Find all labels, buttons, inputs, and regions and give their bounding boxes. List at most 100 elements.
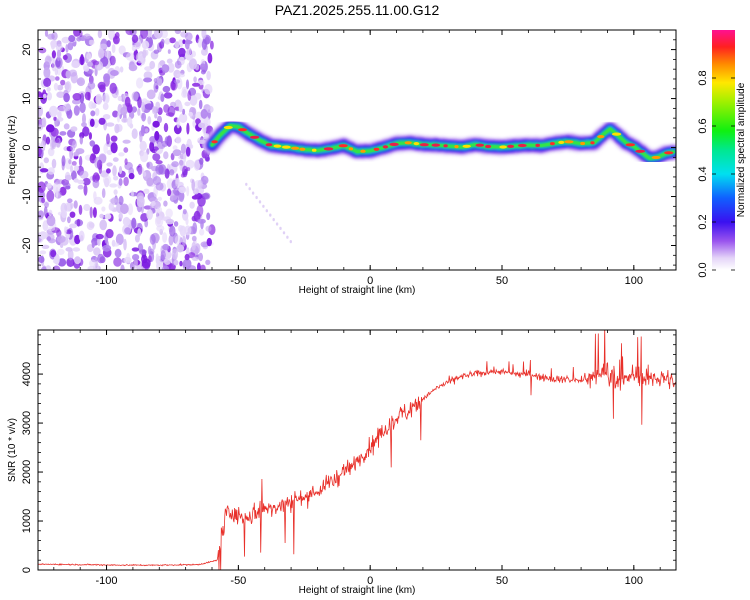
noise-speck (192, 188, 199, 195)
noise-speck (164, 38, 171, 45)
noise-speck (156, 225, 165, 232)
track-hotspot (462, 144, 471, 148)
noise-speck (146, 177, 154, 187)
noise-speck (189, 144, 194, 149)
noise-speckle-layer (38, 30, 292, 270)
noise-speck (60, 79, 66, 86)
track-hotspot (211, 140, 218, 144)
noise-speck (106, 122, 115, 127)
noise-speck (67, 42, 74, 51)
noise-speck (89, 140, 96, 147)
noise-speck (54, 56, 63, 69)
noise-speck (182, 165, 188, 176)
snr-y-label: SNR (10 * v/v) (7, 418, 18, 482)
noise-speck (165, 112, 175, 117)
noise-speck (88, 132, 92, 140)
noise-speck (67, 216, 71, 224)
noise-speck (109, 55, 116, 66)
noise-speck (46, 190, 55, 203)
noise-speck (191, 241, 196, 251)
noise-speck (155, 182, 164, 191)
noise-speck (98, 48, 105, 59)
snr-y-ticks: 0 1000 2000 3000 4000 (21, 334, 676, 573)
noise-speck (87, 61, 93, 67)
noise-speck (162, 232, 168, 243)
noise-speck (98, 117, 106, 125)
noise-speck (188, 111, 193, 117)
noise-speck (83, 65, 90, 72)
noise-speck (124, 96, 131, 108)
noise-speck (56, 91, 65, 98)
noise-speck (59, 131, 67, 136)
noise-speck (38, 145, 42, 157)
noise-speck (125, 30, 134, 36)
noise-speck (63, 123, 70, 130)
noise-speck (207, 52, 213, 64)
noise-speck (182, 209, 187, 215)
noise-speck (86, 221, 95, 231)
x-tick-label: 100 (625, 575, 643, 587)
noise-speck (153, 30, 163, 39)
noise-speck (120, 264, 125, 270)
noise-speck (41, 117, 47, 128)
noise-speck (248, 187, 251, 191)
noise-speck (70, 165, 74, 173)
noise-speck (88, 39, 95, 46)
noise-speck (73, 151, 80, 156)
noise-speck (74, 256, 81, 265)
noise-speck (47, 226, 56, 232)
track-hotspot (611, 132, 622, 136)
noise-speck (38, 181, 46, 193)
noise-speck (200, 108, 208, 119)
noise-speck (99, 213, 104, 219)
noise-speck (87, 81, 96, 90)
noise-speck (73, 105, 80, 116)
noise-speck (43, 67, 51, 79)
noise-speck (151, 106, 157, 115)
x-tick-label: 0 (367, 575, 373, 587)
noise-speck (198, 252, 203, 262)
noise-speck (78, 204, 83, 215)
noise-speck (140, 30, 148, 39)
noise-speck (54, 68, 58, 76)
noise-speck (79, 55, 85, 66)
noise-speck (48, 105, 58, 117)
noise-speck (146, 30, 152, 38)
noise-speck (95, 108, 100, 116)
noise-speck (184, 32, 193, 41)
noise-speck (118, 178, 123, 186)
noise-speck (193, 76, 197, 83)
noise-speck (51, 140, 56, 150)
colorbar-tick-label: 0.8 (697, 70, 709, 85)
x-tick-label: 50 (496, 275, 508, 287)
noise-speck (110, 70, 119, 76)
track-hotspot (597, 135, 605, 139)
noise-speck (206, 237, 212, 247)
noise-speck (151, 200, 156, 207)
noise-speck (113, 257, 122, 267)
noise-speck (123, 238, 127, 251)
x-tick-label: -50 (230, 275, 246, 287)
noise-speck (39, 191, 46, 200)
snr-x-ticks: -100 -50 0 50 100 (53, 330, 661, 587)
noise-speck (167, 49, 171, 54)
y-tick-label: 1000 (21, 509, 33, 533)
noise-speck (115, 233, 124, 245)
noise-speck (126, 116, 133, 127)
noise-speck (38, 255, 45, 264)
noise-speck (57, 84, 64, 91)
noise-speck (78, 230, 85, 242)
noise-speck (99, 219, 107, 231)
noise-speck (206, 212, 211, 221)
noise-speck (197, 218, 206, 224)
colorbar-tick-label: 0.0 (697, 262, 709, 277)
noise-speck (157, 141, 162, 149)
noise-speck (101, 206, 106, 212)
noise-speck (172, 145, 178, 151)
noise-speck (93, 118, 99, 128)
noise-speck (108, 202, 115, 211)
noise-speck (143, 188, 150, 194)
noise-speck (118, 195, 124, 206)
noise-speck (78, 155, 83, 167)
